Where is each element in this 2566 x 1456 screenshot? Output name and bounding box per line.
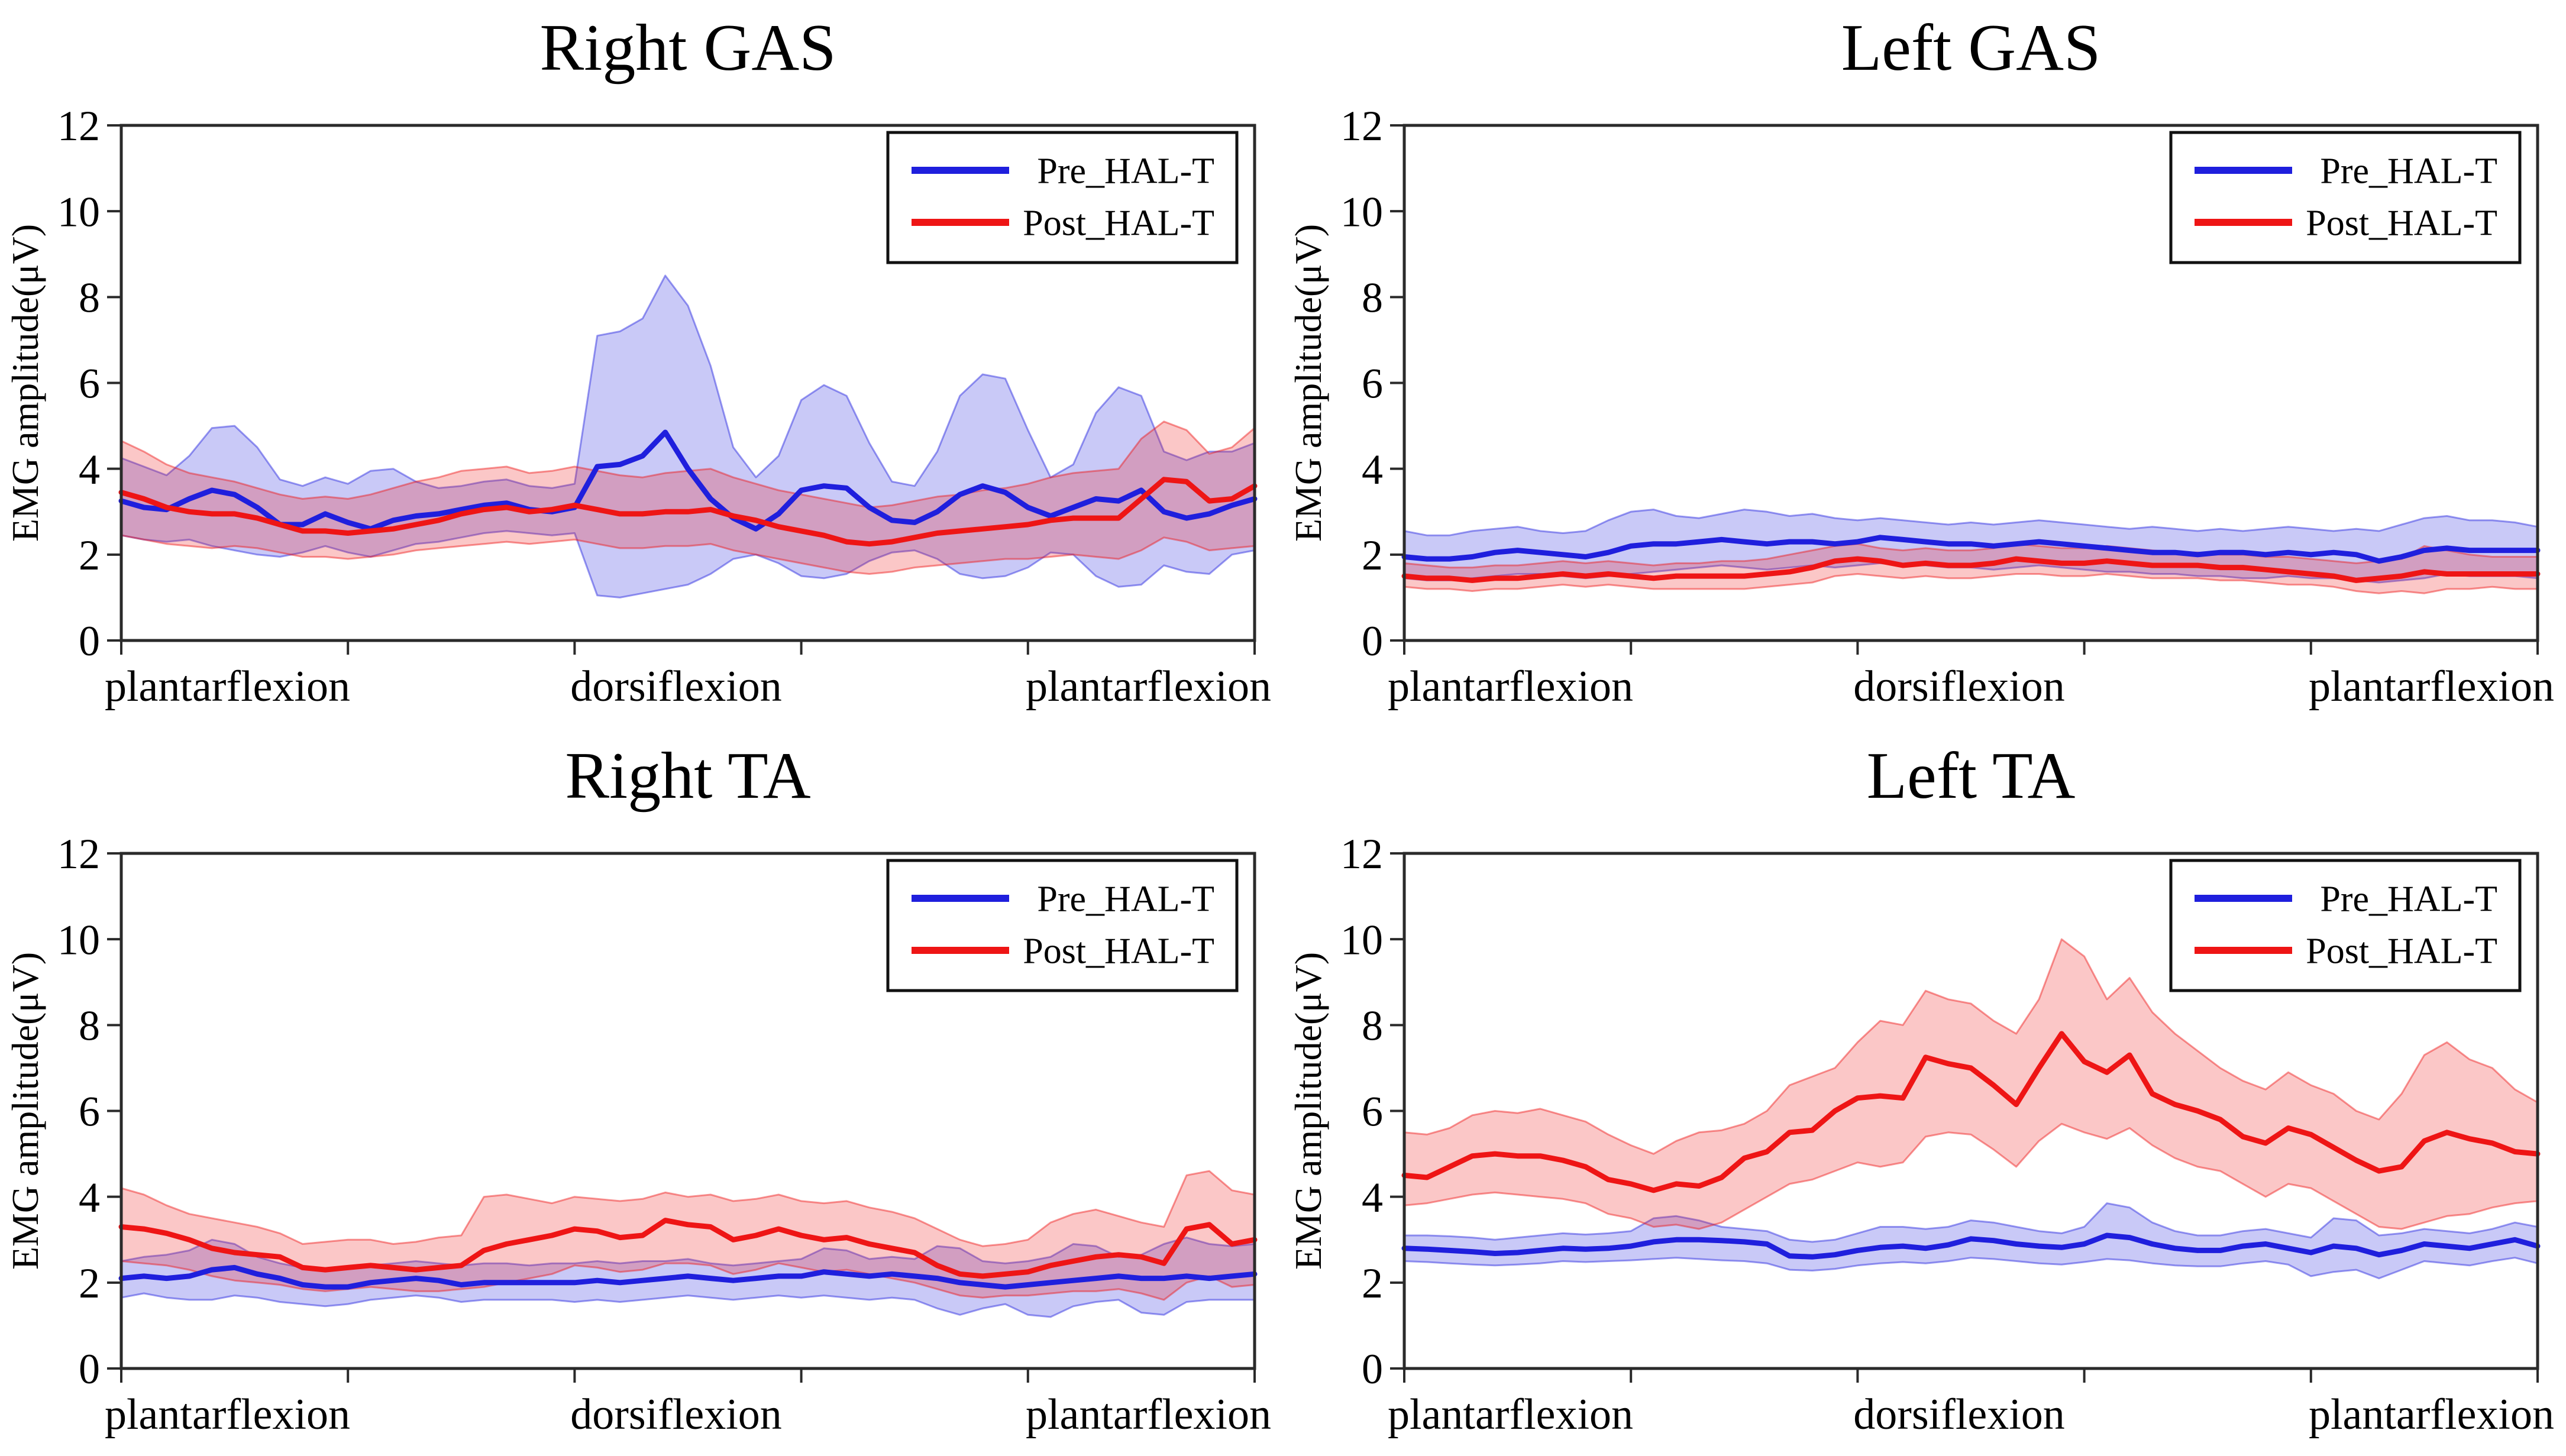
x-tick-label-left: plantarflexion: [105, 1390, 350, 1439]
y-tick-label: 0: [79, 1345, 100, 1393]
x-tick-label-left: plantarflexion: [1388, 1390, 1633, 1439]
y-tick-label: 6: [79, 1088, 100, 1135]
legend-label-pre-hal-t: Pre_HAL-T: [2320, 879, 2497, 920]
y-tick-label: 6: [1362, 360, 1383, 407]
legend: Pre_HAL-T Post_HAL-T: [2169, 131, 2522, 264]
legend-label-post-hal-t: Post_HAL-T: [2306, 931, 2497, 972]
y-tick-label: 12: [1340, 102, 1383, 150]
y-tick-label: 0: [1362, 1345, 1383, 1393]
subplot-right-ta: Right TA EMG amplitude(μV) 0 2 4 6 8 10 12 planta…: [4, 739, 1271, 1439]
line-post-hal-t: [1401, 556, 2541, 583]
x-tick-label-middle: dorsiflexion: [1853, 662, 2065, 711]
legend-box: [886, 859, 1239, 992]
subplot-left-gas: Left GAS EMG amplitude(μV) 0 2 4 6 8 10 12 planta…: [1287, 11, 2554, 711]
y-axis-label: EMG amplitude(μV): [4, 952, 46, 1270]
y-axis-label: EMG amplitude(μV): [4, 224, 46, 542]
y-tick-label: 12: [57, 102, 100, 150]
y-tick-label: 4: [79, 446, 100, 493]
legend: Pre_HAL-T Post_HAL-T: [886, 131, 1239, 264]
x-tick-label-left: plantarflexion: [1388, 662, 1633, 711]
legend-label-post-hal-t: Post_HAL-T: [1023, 203, 1214, 244]
legend-label-pre-hal-t: Pre_HAL-T: [1037, 151, 1214, 192]
y-tick-label: 8: [1362, 274, 1383, 322]
legend-label-pre-hal-t: Pre_HAL-T: [2320, 151, 2497, 192]
legend-label-post-hal-t: Post_HAL-T: [1023, 931, 1214, 972]
x-tick-label-right: plantarflexion: [1026, 1390, 1271, 1439]
legend-box: [2169, 131, 2522, 264]
x-tick-label-middle: dorsiflexion: [570, 1390, 782, 1439]
chart-title: Left GAS: [1841, 11, 2101, 85]
chart-title: Left TA: [1867, 739, 2076, 813]
subplot-left-ta: Left TA EMG amplitude(μV) 0 2 4 6 8 10 12 plantar…: [1287, 739, 2554, 1439]
legend: Pre_HAL-T Post_HAL-T: [886, 859, 1239, 992]
legend: Pre_HAL-T Post_HAL-T: [2169, 859, 2522, 992]
y-tick-label: 4: [1362, 446, 1383, 493]
legend-label-pre-hal-t: Pre_HAL-T: [1037, 879, 1214, 920]
y-tick-label: 10: [1340, 916, 1383, 963]
y-tick-label: 4: [1362, 1174, 1383, 1221]
y-tick-label: 10: [57, 916, 100, 963]
x-tick-label-middle: dorsiflexion: [1853, 1390, 2065, 1439]
line-post-hal-t: [118, 1218, 1258, 1279]
chart-title: Right TA: [565, 739, 810, 813]
legend-box: [2169, 859, 2522, 992]
y-tick-label: 8: [1362, 1002, 1383, 1050]
y-tick-label: 2: [79, 1260, 100, 1307]
line-pre-hal-t: [1401, 535, 2541, 564]
x-tick-label-right: plantarflexion: [2309, 662, 2554, 711]
line-pre-hal-t: [118, 429, 1258, 532]
line-pre-hal-t: [1401, 1232, 2541, 1260]
y-tick-label: 10: [57, 188, 100, 235]
y-tick-label: 0: [1362, 617, 1383, 665]
line-post-hal-t: [1401, 1031, 2541, 1193]
y-tick-label: 6: [1362, 1088, 1383, 1135]
x-tick-label-middle: dorsiflexion: [570, 662, 782, 711]
x-tick-label-left: plantarflexion: [105, 662, 350, 711]
y-tick-label: 12: [57, 830, 100, 878]
y-tick-label: 2: [1362, 1260, 1383, 1307]
y-axis-label: EMG amplitude(μV): [1287, 224, 1329, 542]
y-tick-label: 12: [1340, 830, 1383, 878]
line-pre-hal-t: [118, 1264, 1258, 1290]
legend-label-post-hal-t: Post_HAL-T: [2306, 203, 2497, 244]
y-tick-label: 4: [79, 1174, 100, 1221]
x-tick-label-right: plantarflexion: [1026, 662, 1271, 711]
y-tick-label: 2: [1362, 532, 1383, 579]
y-tick-label: 0: [79, 617, 100, 665]
legend-box: [886, 131, 1239, 264]
subplot-right-gas: Right GAS EMG amplitude(μV) 0 2 4 6 8 10 12 plant…: [4, 11, 1271, 711]
y-tick-label: 2: [79, 532, 100, 579]
y-axis-label: EMG amplitude(μV): [1287, 952, 1329, 1270]
y-tick-label: 8: [79, 274, 100, 322]
x-tick-label-right: plantarflexion: [2309, 1390, 2554, 1439]
chart-title: Right GAS: [540, 11, 836, 85]
y-tick-label: 10: [1340, 188, 1383, 235]
y-tick-label: 8: [79, 1002, 100, 1050]
y-tick-label: 6: [79, 360, 100, 407]
line-post-hal-t: [118, 477, 1258, 547]
